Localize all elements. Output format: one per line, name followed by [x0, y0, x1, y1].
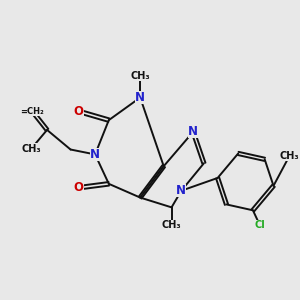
Text: =CH₂: =CH₂: [20, 107, 44, 116]
Text: O: O: [74, 181, 83, 194]
Text: N: N: [176, 184, 186, 197]
Text: CH₃: CH₃: [162, 220, 182, 230]
Text: CH₃: CH₃: [279, 152, 299, 161]
Text: Cl: Cl: [254, 220, 265, 230]
Text: N: N: [90, 148, 100, 161]
Text: CH₃: CH₃: [22, 143, 41, 154]
Text: CH₃: CH₃: [130, 71, 150, 81]
Text: O: O: [74, 105, 83, 118]
Text: N: N: [188, 125, 198, 138]
Text: N: N: [135, 91, 145, 104]
